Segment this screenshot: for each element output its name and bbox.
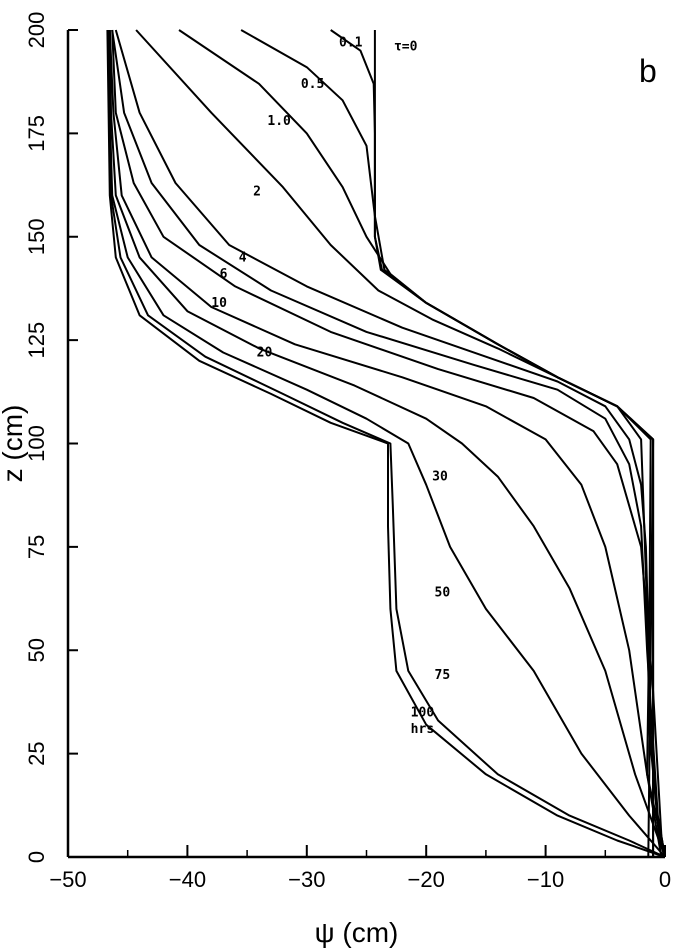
series-line-10	[111, 29, 666, 858]
x-tick-label: −20	[408, 867, 445, 892]
y-tick-label: 150	[24, 218, 49, 255]
series-line-75	[107, 29, 666, 858]
series-line-2	[135, 29, 666, 858]
series-label-0.1: 0.1	[339, 36, 363, 51]
series-label-1.0: 1.0	[267, 114, 291, 129]
y-tick-label: 125	[24, 322, 49, 359]
series-label-t=0: τ=0	[394, 40, 418, 55]
x-tick-label: −40	[169, 867, 206, 892]
series-label-30: 30	[432, 470, 448, 485]
curve-labels: τ=0 0.1 0.5 1.0 2 46 10 20 30 50 75 100 hrs	[211, 36, 450, 737]
series-line-30	[108, 29, 666, 858]
series-label-10: 10	[211, 296, 227, 311]
series-label-4: 4	[239, 251, 247, 266]
y-tick-label: 100	[24, 425, 49, 462]
x-tick-label: −50	[49, 867, 86, 892]
x-tick-label: 0	[659, 867, 671, 892]
curves	[106, 29, 666, 858]
series-line-1.0	[178, 29, 663, 858]
x-tick-label: −30	[288, 867, 325, 892]
y-axis-title: z (cm)	[0, 405, 28, 483]
series-line-6	[111, 29, 666, 858]
y-tick-label: 75	[24, 535, 49, 559]
series-label-50: 50	[435, 585, 451, 600]
series-label-0.5: 0.5	[301, 77, 324, 92]
series-line-0.5	[240, 29, 655, 858]
x-tick-label: −10	[527, 867, 564, 892]
series-label-6: 6	[220, 267, 228, 282]
y-tick-label: 25	[24, 741, 49, 765]
y-tick-label: 200	[24, 12, 49, 49]
series-line-100	[106, 29, 666, 858]
series-label-100: 100	[411, 705, 435, 720]
y-tick-label: 175	[24, 115, 49, 152]
series-line-20	[108, 29, 666, 858]
series-line-50	[107, 29, 666, 858]
series-line-0.1	[330, 29, 655, 857]
series-label-75: 75	[435, 668, 451, 683]
y-tick-label: 0	[24, 851, 49, 863]
series-label-2: 2	[253, 184, 261, 199]
series-label-20: 20	[257, 346, 273, 361]
axes: −50 −40 −30 −20 −10 0 0 25 50 75 100 125 150 175 200	[24, 12, 671, 892]
y-tick-label: 50	[24, 638, 49, 662]
panel-label: b	[639, 53, 657, 89]
annotation-label: hrs	[411, 722, 434, 737]
x-axis-title: ψ (cm)	[315, 917, 399, 948]
